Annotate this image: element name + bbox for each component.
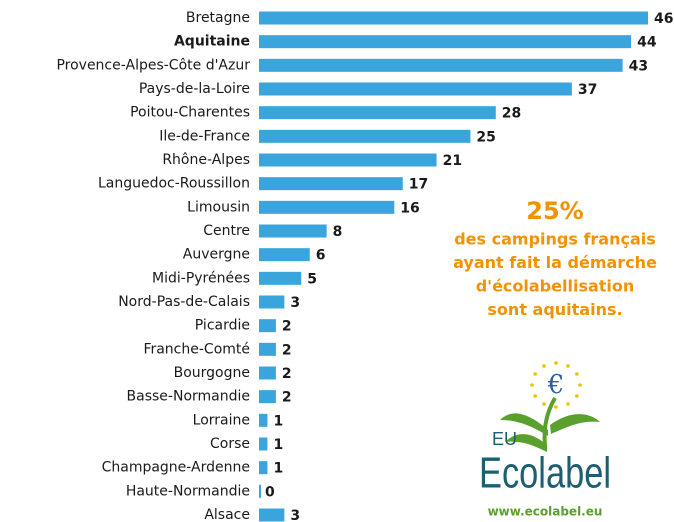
category-label: Midi-Pyrénées xyxy=(152,270,250,286)
value-label: 2 xyxy=(282,390,292,406)
logo-star xyxy=(530,383,534,387)
bar xyxy=(259,390,276,404)
value-label: 28 xyxy=(502,106,521,122)
bar xyxy=(259,461,268,475)
value-label: 2 xyxy=(282,342,292,358)
value-label: 6 xyxy=(316,248,326,264)
logo-star xyxy=(578,383,582,387)
value-label: 1 xyxy=(273,437,283,453)
annotation-line: d'écolabellisation xyxy=(476,277,635,296)
value-label: 3 xyxy=(290,295,300,311)
value-label: 2 xyxy=(282,319,292,335)
bar xyxy=(259,153,437,167)
logo-leaf xyxy=(550,414,600,434)
category-label: Auvergne xyxy=(183,247,250,263)
value-label: 8 xyxy=(333,224,343,240)
logo-star xyxy=(533,372,538,376)
bar xyxy=(259,437,268,451)
logo-star xyxy=(566,364,570,368)
value-label: 2 xyxy=(282,366,292,382)
logo-leaf xyxy=(500,413,548,436)
logo-star xyxy=(566,402,570,406)
logo-star xyxy=(574,372,579,376)
bar xyxy=(259,295,285,309)
category-label: Corse xyxy=(210,436,250,452)
bar xyxy=(259,508,285,522)
annotation-headline: 25% xyxy=(526,197,583,225)
logo-eu: EU xyxy=(492,429,517,449)
logo-star xyxy=(533,394,538,398)
category-label: Poitou-Charentes xyxy=(130,105,250,121)
category-label: Picardie xyxy=(195,318,250,334)
logo-euro: € xyxy=(547,370,565,400)
category-label: Bretagne xyxy=(186,10,250,26)
category-label: Bourgogne xyxy=(174,365,250,381)
category-label: Haute-Normandie xyxy=(126,483,250,499)
bar xyxy=(259,413,268,427)
value-label: 44 xyxy=(637,35,657,51)
logo-stem xyxy=(542,396,557,446)
category-label: Languedoc-Roussillon xyxy=(98,176,250,192)
bar xyxy=(259,200,395,214)
logo-star xyxy=(542,364,546,368)
category-label: Lorraine xyxy=(193,412,250,428)
category-label: Franche-Comté xyxy=(143,341,250,357)
value-label: 46 xyxy=(654,11,673,27)
category-label: Rhône-Alpes xyxy=(162,152,250,168)
annotation-line: des campings français xyxy=(454,230,656,249)
category-label: Ile-de-France xyxy=(159,128,250,144)
bar xyxy=(259,58,623,72)
value-label: 17 xyxy=(409,177,428,193)
annotation-line: sont aquitains. xyxy=(487,300,622,319)
bar xyxy=(259,129,471,143)
annotation: 25% des campings français ayant fait la d… xyxy=(453,197,657,319)
logo-star xyxy=(554,361,558,365)
logo-star xyxy=(574,394,579,398)
category-label: Nord-Pas-de-Calais xyxy=(118,294,250,310)
value-label: 37 xyxy=(578,82,597,98)
logo-name: Ecolabel xyxy=(479,449,611,498)
category-label: Provence-Alpes-Côte d'Azur xyxy=(56,57,250,73)
value-label: 3 xyxy=(290,508,300,522)
bar xyxy=(259,224,327,238)
bar xyxy=(259,366,276,380)
value-label: 43 xyxy=(629,58,648,74)
bar xyxy=(259,271,302,285)
logo-star xyxy=(542,402,546,406)
category-label: Basse-Normandie xyxy=(127,389,250,405)
bar xyxy=(259,11,648,25)
category-label: Champagne-Ardenne xyxy=(102,460,250,476)
category-label: Centre xyxy=(203,223,250,239)
value-label: 21 xyxy=(443,153,462,169)
bar xyxy=(259,177,403,191)
value-label: 5 xyxy=(307,271,317,287)
ecolabel-logo: € EU Ecolabel www.ecolabel.eu xyxy=(479,361,611,519)
annotation-line: ayant fait la démarche xyxy=(453,253,657,272)
bar xyxy=(259,35,632,49)
value-label: 1 xyxy=(273,461,283,477)
bar xyxy=(259,106,496,120)
bar xyxy=(259,319,276,333)
bar xyxy=(259,484,261,498)
category-label: Alsace xyxy=(204,507,250,522)
category-label: Pays-de-la-Loire xyxy=(139,81,250,97)
category-label: Limousin xyxy=(187,199,250,215)
logo-star xyxy=(554,405,558,409)
logo-url: www.ecolabel.eu xyxy=(488,505,603,519)
value-label: 16 xyxy=(400,200,419,216)
bar xyxy=(259,82,572,96)
value-label: 25 xyxy=(476,129,495,145)
bar xyxy=(259,248,310,262)
category-label: Aquitaine xyxy=(174,34,250,50)
logo-leaf xyxy=(505,434,547,452)
bar xyxy=(259,342,276,356)
value-label: 1 xyxy=(273,413,283,429)
value-label: 0 xyxy=(265,484,275,500)
